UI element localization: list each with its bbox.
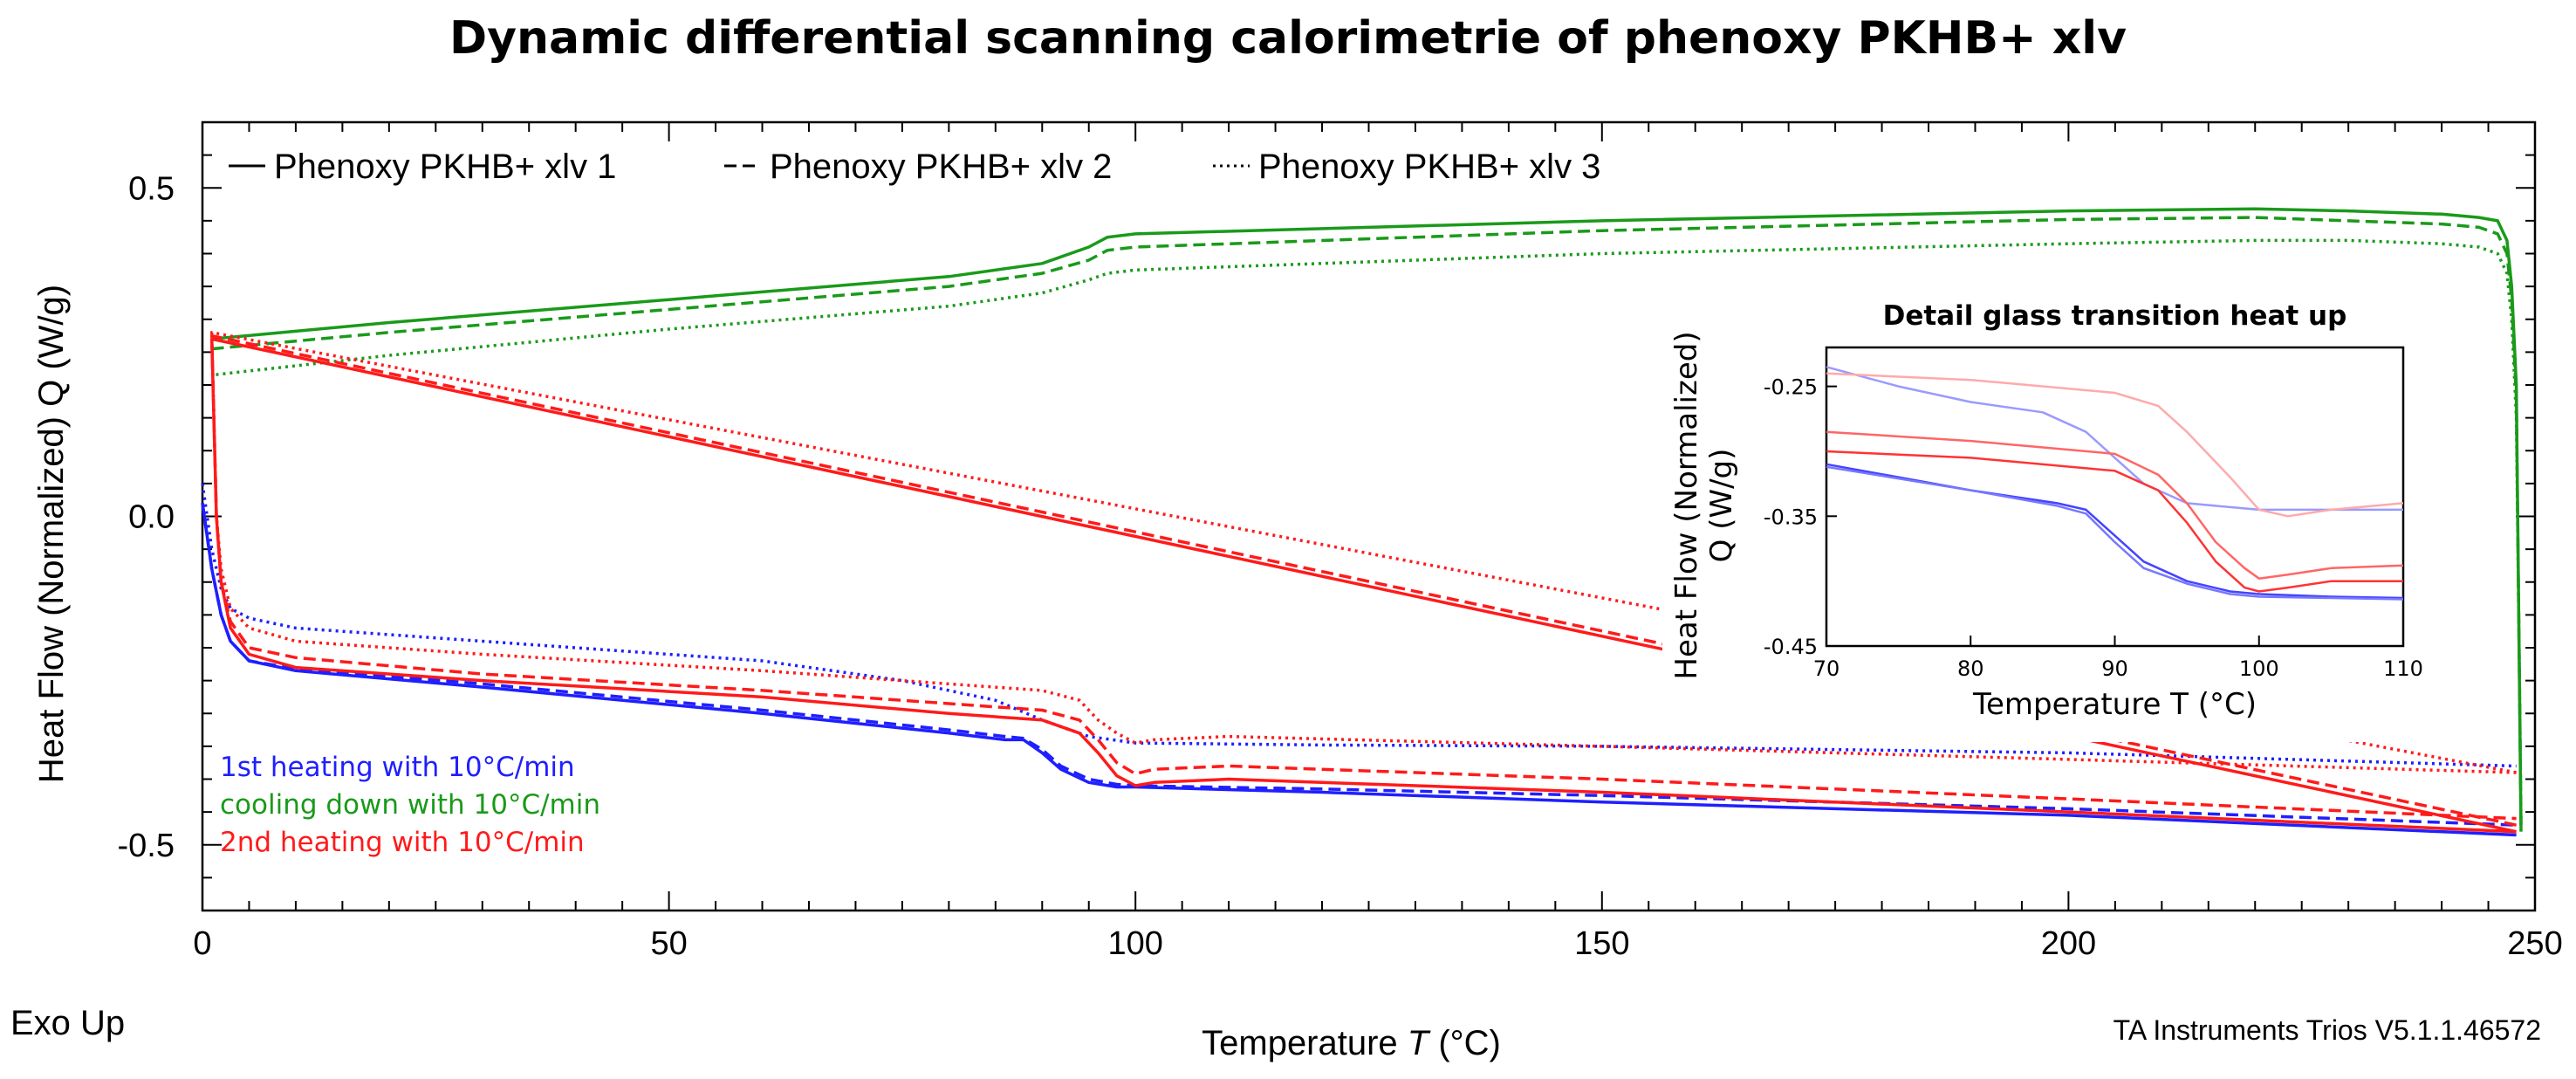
series-annotation: 2nd heating with 10°C/min — [220, 827, 585, 858]
inset-x-tick-label: 70 — [1813, 656, 1840, 681]
inset-x-axis-label: Temperature T (°C) — [1972, 687, 2257, 722]
x-tick-label: 250 — [2507, 925, 2562, 962]
inset-y-axis-label-units: Q (W/g) — [1704, 449, 1739, 563]
series-annotation: cooling down with 10°C/min — [220, 789, 600, 821]
legend-label: Phenoxy PKHB+ xlv 3 — [1258, 148, 1600, 186]
y-tick-label: 0.0 — [128, 499, 175, 536]
series-line — [211, 207, 2523, 832]
inset-y-axis-label: Heat Flow (Normalized) — [1669, 331, 1704, 679]
inset-x-tick-label: 110 — [2383, 656, 2423, 681]
inset-series-line — [1826, 372, 2404, 518]
series-line — [201, 483, 2517, 768]
y-tick-label: -0.5 — [118, 828, 175, 864]
x-tick-label: 200 — [2041, 925, 2096, 962]
series-line — [201, 503, 2517, 837]
series-line — [209, 333, 2517, 827]
x-tick-label: 0 — [193, 925, 211, 962]
chart-title: Dynamic differential scanning calorimetr… — [449, 12, 2127, 65]
inset-series-line — [1826, 366, 2403, 512]
legend-label: Phenoxy PKHB+ xlv 1 — [274, 148, 616, 186]
inset-series-line — [1826, 430, 2404, 580]
series-annotation: 1st heating with 10°C/min — [220, 752, 575, 783]
series-line — [209, 331, 2517, 774]
inset-x-tick-label: 90 — [2101, 656, 2128, 681]
inset-title: Detail glass transition heat up — [1883, 300, 2347, 332]
inset-series-line — [1826, 463, 2404, 600]
inset-x-tick-label: 100 — [2239, 656, 2279, 681]
inset-series-line — [1826, 465, 2404, 601]
y-tick-label: 0.5 — [128, 170, 175, 207]
series-line — [201, 503, 2517, 827]
inset-y-tick-label: -0.25 — [1764, 375, 1818, 400]
inset-series-line — [1826, 450, 2403, 593]
series-line — [211, 216, 2523, 826]
legend-label: Phenoxy PKHB+ xlv 2 — [770, 148, 1112, 186]
x-tick-label: 150 — [1574, 925, 1629, 962]
x-tick-label: 100 — [1107, 925, 1162, 962]
x-tick-label: 50 — [650, 925, 687, 962]
exo-up-label: Exo Up — [10, 1004, 126, 1042]
inset-y-tick-label: -0.35 — [1764, 505, 1818, 529]
inset-plot-layer: Detail glass transition heat up 70 80 90 100… — [1662, 288, 2430, 742]
inset-x-tick-label: 80 — [1957, 656, 1984, 681]
inset-y-tick-label: -0.45 — [1764, 635, 1818, 659]
main-plot-layer: 0 50 100 150 200 250 0.5 0.0 -0.5 Temperature T (… — [32, 120, 2563, 1062]
x-axis-label: Temperature T (°C) — [1202, 1024, 1501, 1062]
y-axis-label: Heat Flow (Normalized) Q (W/g) — [32, 285, 71, 783]
software-credit: TA Instruments Trios V5.1.1.46572 — [2113, 1014, 2541, 1046]
